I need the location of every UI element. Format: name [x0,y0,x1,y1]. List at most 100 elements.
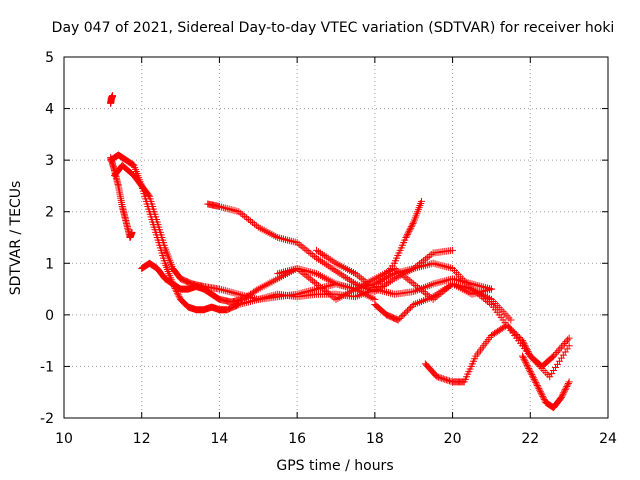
chart-title: Day 047 of 2021, Sidereal Day-to-day VTE… [52,20,615,36]
data-point [217,286,225,294]
data-point [421,261,429,269]
data-point [301,245,309,253]
data-point [533,380,541,388]
data-point [437,278,445,286]
data-point [565,334,573,342]
data-point [522,343,530,351]
data-point [313,280,321,288]
data-point [399,311,407,319]
data-point [285,237,293,245]
data-point [421,255,429,263]
series-track-k [519,352,573,412]
series-track-i [371,280,515,324]
data-point [305,248,313,256]
data-point [408,278,416,286]
data-point [400,310,408,318]
data-point [406,277,414,285]
data-point [433,373,441,381]
data-point [403,232,411,240]
x-tick-label: 10 [55,431,73,447]
data-point [534,383,542,391]
data-point [402,308,410,316]
data-point [330,294,338,302]
data-point [514,332,522,340]
data-point [487,285,495,293]
data-point [559,351,567,359]
data-point [565,342,573,350]
series-track-b [107,154,136,241]
data-point [386,289,394,297]
data-point [519,354,527,362]
data-point [299,243,307,251]
data-point [295,266,303,274]
data-point [445,276,453,284]
data-point [539,392,547,400]
data-point [394,316,402,324]
data-point [525,364,533,372]
x-tick-label: 14 [211,431,229,447]
data-point [433,260,441,268]
data-point [338,281,346,289]
data-point [425,260,433,268]
data-point [553,360,561,368]
data-point [219,204,227,212]
data-point [474,281,482,289]
data-point [245,215,253,223]
y-tick-label: 4 [45,102,54,118]
data-point [511,329,519,337]
data-point [303,246,311,254]
data-point [503,321,511,329]
data-point [520,355,528,363]
x-tick-label: 22 [521,431,539,447]
data-point [529,374,537,382]
data-point [305,287,313,295]
data-point [423,254,431,262]
data-point [559,390,567,398]
data-point [519,337,527,345]
data-point [524,363,532,371]
data-point [557,343,565,351]
y-tick-label: 3 [45,153,54,169]
data-point [250,220,258,228]
data-point [309,286,317,294]
data-point [406,226,414,234]
data-point [431,260,439,268]
data-point [557,354,565,362]
data-point [221,204,229,212]
data-point [357,274,365,282]
x-tick-label: 24 [599,431,617,447]
data-point [565,378,573,386]
data-point [248,219,256,227]
data-point [128,228,136,236]
data-point [443,276,451,284]
data-point [519,338,527,346]
data-point [522,358,530,366]
data-point [217,203,225,211]
data-point [550,367,558,375]
data-point [552,363,560,371]
data-point [551,350,559,358]
data-point [523,346,531,354]
data-point [173,289,181,297]
data-point [175,292,183,300]
data-point [539,394,547,402]
data-point [522,360,530,368]
data-point [506,324,514,332]
data-point [560,389,568,397]
data-point [536,386,544,394]
data-point [307,275,315,283]
data-point [521,341,529,349]
data-point [438,374,446,382]
data-point [281,236,289,244]
data-point [297,242,305,250]
data-point [340,282,348,290]
data-point [324,289,332,297]
data-point [554,347,562,355]
data-point [225,288,233,296]
y-axis-label: SDTVAR / TECUs [8,181,24,296]
data-point [225,205,233,213]
data-point [435,373,443,381]
data-point [530,375,538,383]
y-tick-label: 1 [45,256,54,272]
data-point [227,288,235,296]
